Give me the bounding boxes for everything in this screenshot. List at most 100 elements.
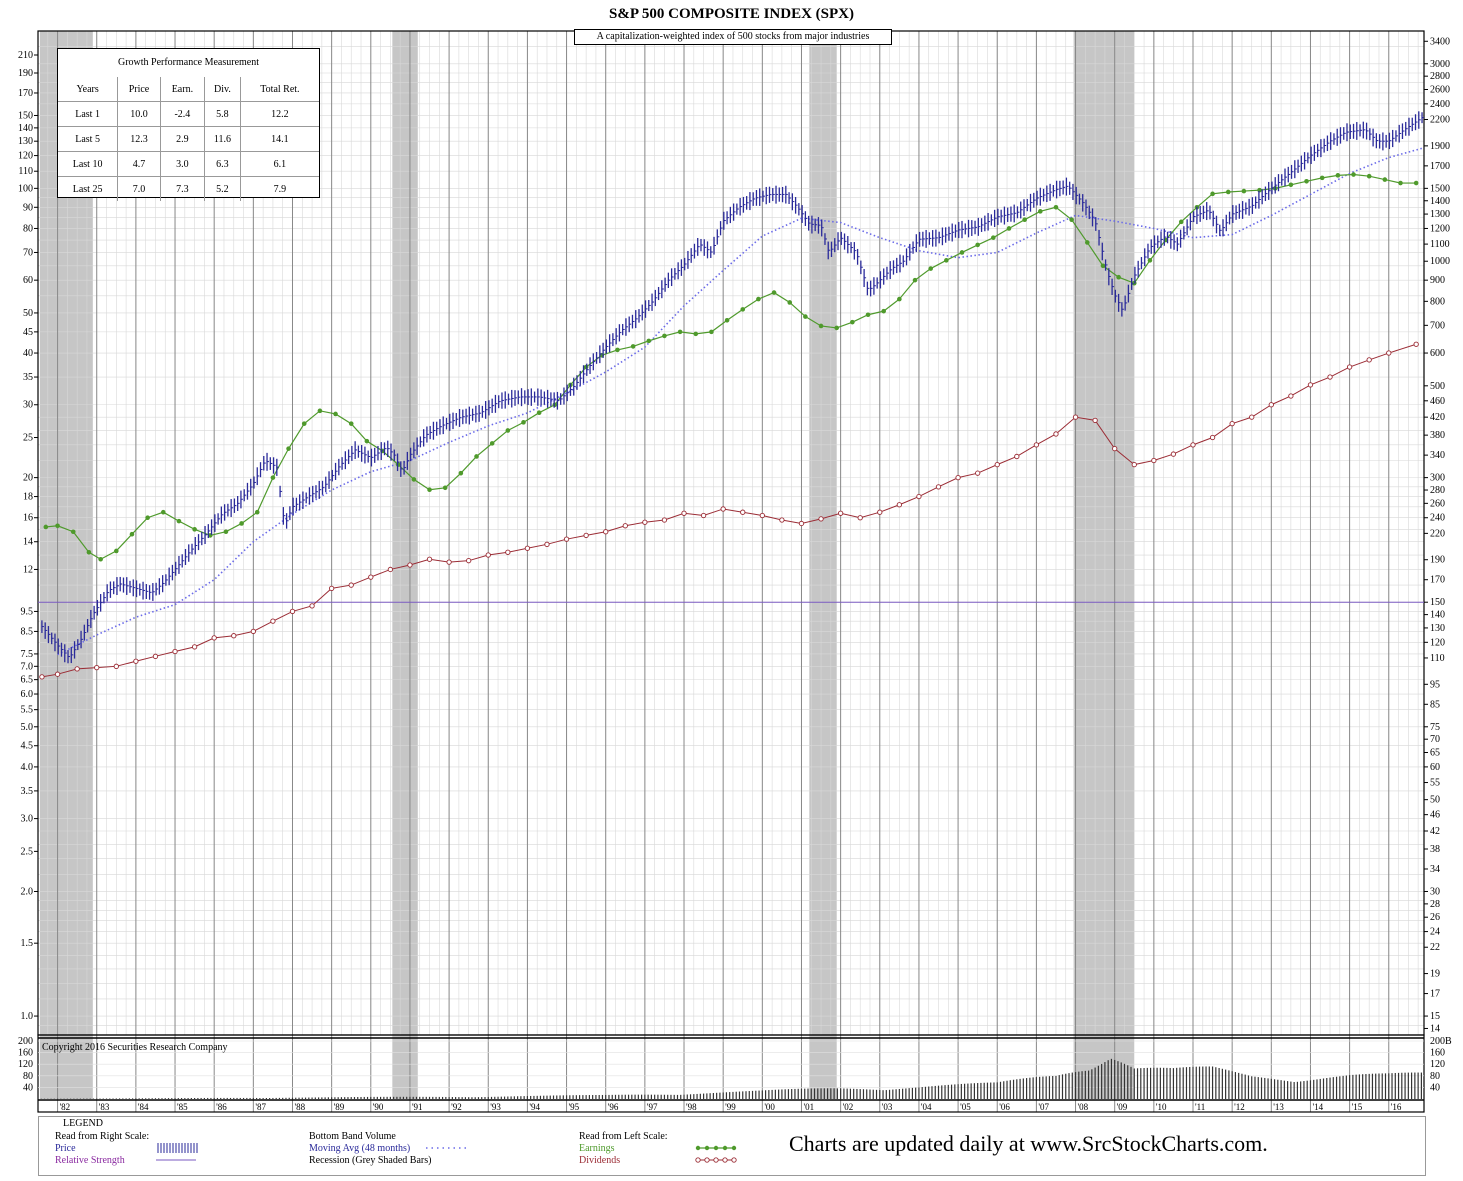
x-tick-label: '03 [882, 1102, 893, 1112]
dividend-point [407, 562, 413, 568]
earnings-point [192, 527, 197, 532]
earnings-point [1178, 219, 1184, 225]
dividend-point [74, 666, 80, 672]
table-cell: 14.1 [239, 126, 319, 152]
dividend-point [877, 509, 883, 515]
dividend-point [896, 502, 903, 508]
x-tick-label: '87 [255, 1102, 266, 1112]
x-tick-label: '90 [373, 1102, 384, 1112]
earnings-point [944, 258, 949, 263]
earnings-point [458, 470, 464, 476]
left-tick-label: 2.0 [21, 886, 34, 897]
earnings-point [1053, 204, 1059, 210]
dividend-point [348, 582, 354, 588]
right-tick-label: 1300 [1430, 209, 1450, 220]
dividend-point [1131, 461, 1137, 468]
left-tick-label: 16 [23, 513, 33, 524]
left-tick-label: 4.5 [21, 741, 34, 752]
left-tick-label: 4.0 [21, 762, 34, 773]
dividend-point [740, 509, 746, 515]
dividend-point [250, 628, 256, 635]
volume-right-tick-label: 40 [1430, 1082, 1440, 1093]
recession-bar [809, 31, 837, 1099]
earnings-point [850, 319, 855, 325]
dividend-point [1413, 341, 1419, 347]
legend-recession: Recession (Grey Shaded Bars) [309, 1155, 432, 1166]
right-tick-label: 19 [1430, 969, 1440, 980]
col-header: Earn. [159, 77, 205, 102]
earnings-point [740, 307, 746, 312]
right-tick-label: 150 [1430, 597, 1445, 608]
volume-left-tick-label: 200 [18, 1036, 33, 1047]
dividend-point [133, 658, 139, 664]
table-cell: 4.7 [117, 151, 161, 177]
earnings-point [395, 462, 401, 467]
dividend-point [1268, 402, 1274, 408]
earnings-point [1100, 263, 1106, 269]
earnings-point [301, 421, 307, 426]
dividend-point [211, 635, 217, 641]
left-tick-label: 3.0 [21, 814, 34, 825]
earnings-point [1413, 180, 1419, 186]
left-tick-label: 40 [23, 348, 33, 359]
right-tick-label: 380 [1430, 430, 1445, 441]
x-tick-label: '01 [803, 1102, 814, 1112]
right-tick-label: 70 [1430, 734, 1440, 745]
earnings-point [270, 475, 276, 480]
dividend-point [916, 493, 922, 500]
left-tick-label: 130 [18, 136, 33, 147]
dividend-point [1014, 453, 1020, 460]
right-tick-label: 28 [1430, 899, 1440, 910]
right-tick-label: 2800 [1430, 71, 1450, 82]
volume-right-tick-label: 120 [1430, 1059, 1445, 1070]
left-tick-label: 2.5 [21, 846, 34, 857]
earnings-point [615, 347, 620, 353]
dividend-point [837, 510, 844, 516]
earnings-point [1131, 280, 1137, 286]
earnings-point [818, 323, 824, 329]
earnings-point [583, 364, 589, 370]
right-tick-label: 24 [1430, 927, 1440, 938]
right-tick-label: 95 [1430, 679, 1440, 690]
left-tick-label: 7.0 [21, 661, 34, 672]
table-cell: 7.0 [117, 176, 161, 201]
dividend-point [1386, 350, 1392, 356]
right-tick-label: 120 [1430, 637, 1445, 648]
dividend-point [446, 559, 452, 565]
dividend-point [642, 519, 648, 525]
legend-icons [156, 1143, 737, 1163]
earnings-point [317, 408, 323, 414]
volume-left-tick-label: 80 [23, 1071, 33, 1082]
dividend-point [1092, 417, 1098, 424]
right-tick-label: 60 [1430, 762, 1440, 773]
table-cell: 3.0 [159, 151, 205, 177]
table-cell: Last 10 [58, 151, 118, 177]
dividend-point [172, 648, 178, 655]
legend-dividends-dot [722, 1157, 728, 1163]
x-tick-label: '92 [451, 1102, 462, 1112]
earnings-point [1398, 180, 1403, 186]
right-tick-label: 170 [1430, 575, 1445, 586]
left-tick-label: 45 [23, 327, 33, 338]
chart-grid [37, 30, 1425, 1113]
promo-text: Charts are updated daily at www.SrcStock… [789, 1131, 1268, 1156]
axis-ticks: '82 '83 '84 '85 '86 '87 '88 '89 '90 '91 '92 '93 '94 '… [18, 36, 1452, 1112]
x-tick-label: '14 [1312, 1102, 1323, 1112]
legend-dividends-dot [713, 1157, 719, 1163]
dividend-point [1170, 451, 1177, 457]
earnings-point [630, 344, 636, 349]
x-tick-label: '15 [1352, 1102, 1363, 1112]
dividend-point [426, 556, 433, 562]
x-tick-label: '88 [294, 1102, 305, 1112]
x-tick-label: '99 [725, 1102, 736, 1112]
left-tick-label: 6.5 [21, 675, 34, 686]
dividend-point [563, 536, 570, 542]
growth-table-title: Growth Performance Measurement [117, 57, 260, 68]
col-header: Total Ret. [239, 77, 319, 102]
earnings-point [1225, 189, 1231, 195]
legend-box: LEGEND Read from Right Scale: Price Rela… [38, 1116, 1426, 1176]
x-tick-label: '94 [529, 1102, 540, 1112]
growth-performance-table: Growth Performance Measurement Years Pri… [57, 48, 320, 201]
earnings-point [1335, 173, 1341, 178]
dividend-point [113, 663, 119, 669]
